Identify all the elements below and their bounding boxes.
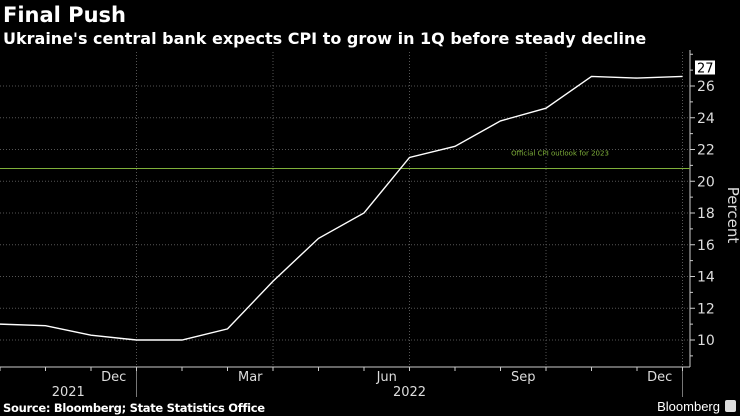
x-tick-label: Sep <box>511 370 536 385</box>
chart-title: Final Push <box>3 3 126 27</box>
x-tick-label: Mar <box>238 370 263 385</box>
x-tick-label: Dec <box>101 370 126 385</box>
bloomberg-logo: Bloomberg <box>657 399 720 414</box>
last-value-tag <box>691 60 715 77</box>
y-tick-label: 20 <box>697 174 715 190</box>
bloomberg-logo-icon <box>725 400 736 412</box>
y-tick-label: 24 <box>697 111 715 127</box>
x-tick-label: Dec <box>647 370 672 385</box>
cpi-line <box>0 75 683 341</box>
y-tick-label: 18 <box>697 206 715 222</box>
y-tick-label: 26 <box>697 79 715 95</box>
chart-subtitle: Ukraine's central bank expects CPI to gr… <box>3 29 647 48</box>
year-label: 2021 <box>52 385 85 400</box>
y-tick-label: 12 <box>697 301 715 317</box>
reference-line-label: Official CPI outlook for 2023 <box>511 150 609 158</box>
y-tick-label: 16 <box>697 238 715 254</box>
y-tick-label: 10 <box>697 333 715 349</box>
year-label: 2022 <box>393 385 426 400</box>
y-tick-label: 22 <box>697 143 715 159</box>
y-tick-label: 14 <box>697 270 715 286</box>
x-tick-label: Jun <box>376 370 397 385</box>
y-axis-label: Percent <box>724 187 740 244</box>
last-value-label: 27 <box>697 61 714 76</box>
source-note: Source: Bloomberg; State Statistics Offi… <box>3 401 265 415</box>
